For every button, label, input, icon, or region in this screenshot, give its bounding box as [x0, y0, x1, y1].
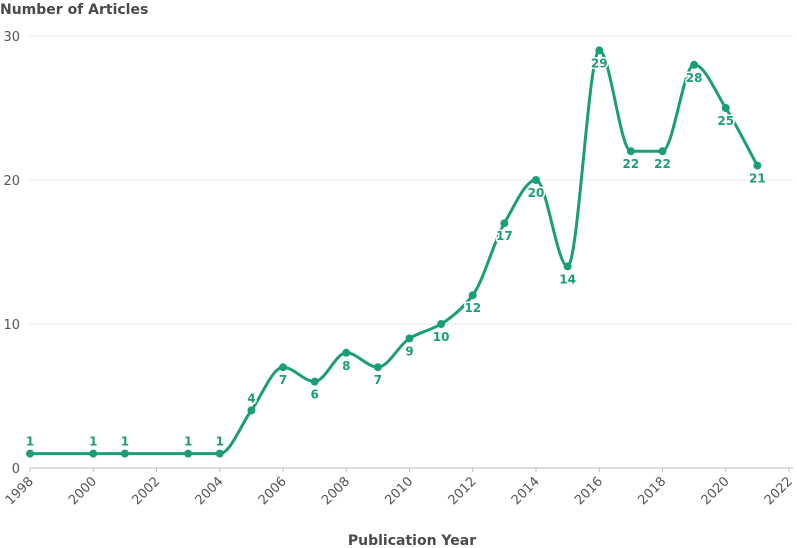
x-tick-label: 2002 [129, 474, 163, 508]
x-tick-label: 2016 [572, 474, 606, 508]
data-point [500, 219, 509, 228]
y-axis-title: Number of Articles [0, 2, 148, 18]
data-point [468, 291, 477, 300]
data-label: 7 [374, 373, 382, 387]
data-point [89, 449, 98, 458]
data-label: 14 [559, 272, 576, 286]
data-point [405, 334, 414, 343]
data-point [721, 104, 730, 112]
data-point [279, 363, 287, 372]
data-label: 1 [121, 435, 129, 449]
data-label: 17 [496, 229, 513, 243]
data-point [342, 348, 351, 357]
data-point [563, 262, 572, 271]
data-label: 12 [464, 301, 481, 315]
x-tick-label: 2004 [193, 474, 227, 508]
data-label: 1 [216, 435, 224, 449]
data-label: 1 [26, 435, 34, 449]
data-point [310, 377, 319, 386]
data-point [215, 449, 224, 458]
data-point [247, 406, 256, 415]
x-axis-ticks: 1998 2000 2002 2004 2006 2008 2010 2012 2014 2016… [3, 468, 796, 508]
data-label: 21 [749, 172, 766, 186]
x-tick-label: 2020 [699, 474, 733, 508]
x-tick-label: 2022 [762, 474, 796, 508]
x-tick-label: 2008 [319, 474, 353, 508]
data-label: 1 [89, 435, 97, 449]
y-tick-label: 20 [3, 174, 20, 189]
data-label: 29 [591, 56, 608, 70]
data-label: 22 [623, 157, 640, 171]
data-label: 6 [310, 388, 318, 402]
data-point [595, 46, 604, 55]
data-label: 25 [717, 114, 734, 128]
x-tick-label: 2010 [382, 474, 416, 508]
y-tick-label: 10 [3, 318, 20, 333]
data-point [753, 161, 762, 170]
data-label: 10 [433, 330, 450, 344]
data-point [626, 147, 635, 156]
data-point [184, 449, 193, 458]
x-tick-label: 1998 [3, 474, 37, 508]
data-label: 7 [279, 373, 287, 387]
data-points [26, 46, 762, 458]
x-axis-title: Publication Year [348, 533, 476, 548]
data-point [690, 60, 699, 69]
x-tick-label: 2006 [256, 474, 290, 508]
data-point [437, 320, 446, 328]
grid-lines [30, 35, 793, 325]
data-label: 8 [342, 359, 350, 373]
x-tick-label: 2018 [635, 474, 669, 508]
data-point [120, 449, 129, 458]
series-line [28, 48, 759, 456]
data-point [532, 176, 540, 184]
data-label: 4 [247, 391, 255, 405]
x-tick-label: 2000 [66, 474, 100, 508]
y-tick-label: 30 [3, 30, 20, 45]
data-point [373, 363, 382, 372]
x-tick-label: 2014 [509, 474, 543, 508]
x-tick-label: 2012 [446, 474, 480, 508]
data-point [658, 147, 667, 156]
data-label: 20 [528, 186, 545, 200]
data-point [26, 449, 34, 458]
data-label: 28 [686, 71, 703, 85]
y-axis-ticks: 0 10 20 30 [3, 30, 20, 477]
data-label: 9 [405, 344, 413, 358]
data-label: 1 [184, 435, 192, 449]
y-tick-label: 0 [12, 462, 20, 477]
data-label: 22 [654, 157, 671, 171]
